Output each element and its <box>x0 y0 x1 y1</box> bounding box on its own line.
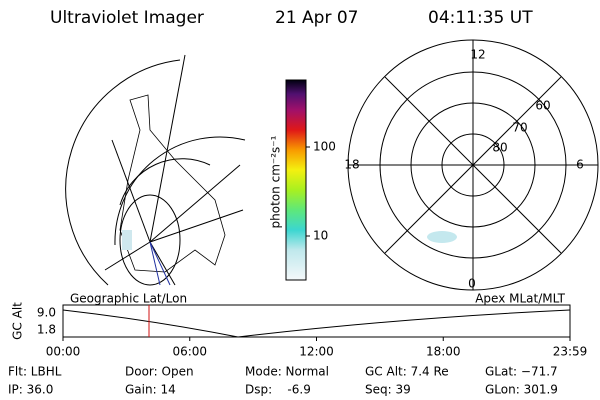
footer-field: Flt: LBHL <box>8 365 62 379</box>
mlt-label: 0 <box>468 277 476 291</box>
footer-field: Dsp: -6.9 <box>245 383 311 397</box>
x-tick-label: 23:59 <box>553 345 588 359</box>
polar-grid <box>347 39 599 291</box>
timeline-frame <box>62 304 571 338</box>
geo-map <box>65 54 246 286</box>
colorbar <box>285 79 307 281</box>
mlat-label: 70 <box>512 121 527 135</box>
y-tick-label: 1.8 <box>37 323 56 337</box>
mlat-label: 60 <box>535 99 550 113</box>
footer-field: Mode: Normal <box>245 365 329 379</box>
x-tick-label: 06:00 <box>172 345 207 359</box>
x-tick-label: 00:00 <box>46 345 81 359</box>
footer-field: GLat: −71.7 <box>485 365 558 379</box>
time: 04:11:35 UT <box>428 8 533 28</box>
mlt-label: 12 <box>470 48 485 62</box>
aurora-patch <box>122 230 132 250</box>
footer-field: GLon: 301.9 <box>485 383 558 397</box>
footer-field: Door: Open <box>125 365 194 379</box>
mlt-label: 6 <box>576 158 584 172</box>
footer-field: Gain: 14 <box>125 383 176 397</box>
mlat-label: 80 <box>492 141 507 155</box>
altitude-curve <box>62 309 571 338</box>
colorbar-label: photon cm⁻²s⁻¹ <box>269 135 283 228</box>
y-tick-label: 9.0 <box>37 306 56 320</box>
colorbar-tick-label: 10 <box>313 229 328 243</box>
date: 21 Apr 07 <box>275 8 358 28</box>
timeline-y-label: GC Alt <box>11 302 25 340</box>
mlt-label: 18 <box>344 158 359 172</box>
colorbar-tick-label: 100 <box>313 140 336 154</box>
x-tick-label: 12:00 <box>299 345 334 359</box>
footer-field: Seq: 39 <box>365 383 411 397</box>
timeline-left-label: Geographic Lat/Lon <box>70 292 187 306</box>
aurora-blob <box>427 231 457 243</box>
timeline-right-label: Apex MLat/MLT <box>475 292 565 306</box>
footer-field: GC Alt: 7.4 Re <box>365 365 449 379</box>
footer-field: IP: 36.0 <box>8 383 53 397</box>
x-tick-label: 18:00 <box>426 345 461 359</box>
title: Ultraviolet Imager <box>50 8 204 28</box>
